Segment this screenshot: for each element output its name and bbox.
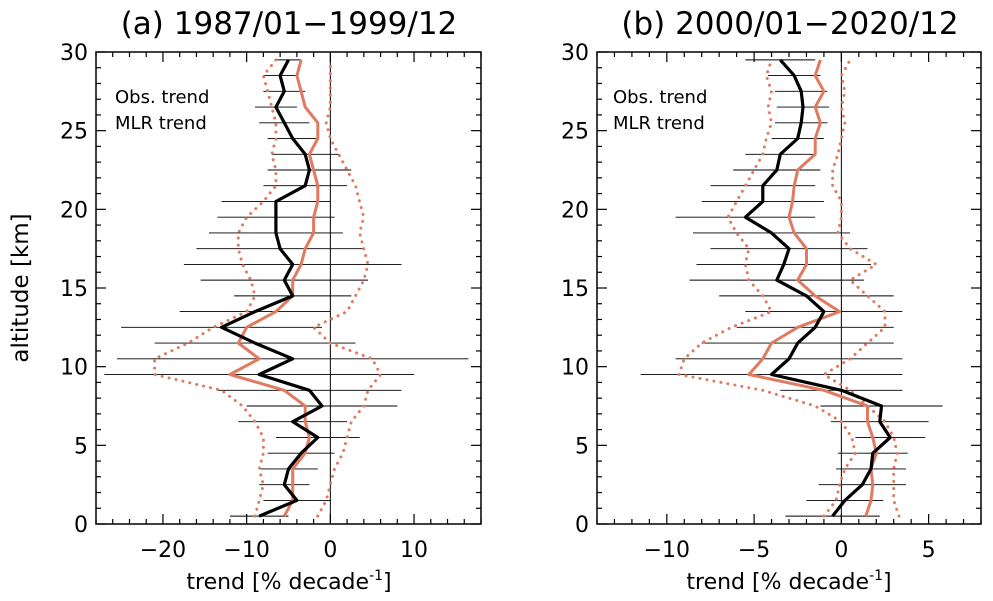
- x-axis-label-end: ]: [383, 570, 392, 595]
- y-tick-label: 0: [575, 513, 589, 538]
- x-tick-label: 0: [323, 538, 337, 563]
- x-tick-label: 0: [834, 538, 848, 563]
- x-tick-label: −10: [644, 538, 690, 563]
- y-axis-label: altitude [km]: [8, 213, 34, 362]
- x-axis-label-exponent: -1: [869, 568, 883, 584]
- panel-title: (b) 2000/01−2020/12: [621, 6, 958, 42]
- x-axis-label-exponent: -1: [369, 568, 383, 584]
- y-tick-label: 25: [60, 120, 88, 145]
- legend-mlr: MLR trend: [613, 113, 705, 134]
- mlr-lower-bound-line: [677, 58, 857, 518]
- y-tick-label: 15: [60, 277, 88, 302]
- y-tick-label: 20: [561, 198, 589, 223]
- y-tick-label: 5: [575, 434, 589, 459]
- x-axis-label-end: ]: [883, 570, 892, 595]
- obs-trend-line: [219, 59, 324, 518]
- legend-mlr: MLR trend: [115, 113, 207, 134]
- obs-trend-line: [743, 58, 892, 518]
- legend-obs: Obs. trend: [613, 87, 707, 108]
- ticks: 0 5 10 15 20 25 30 −20 −10 0 10: [60, 41, 482, 563]
- mlr-trend-line: [747, 59, 878, 517]
- y-tick-label: 30: [561, 41, 589, 66]
- y-tick-label: 25: [561, 120, 589, 145]
- y-tick-label: 10: [60, 356, 88, 381]
- panel-a: (a) 1987/01−1999/12 0 5 10 15 20 25 30 −20 −10 0 1…: [8, 6, 482, 595]
- x-axis-label-main: trend [% decade: [186, 570, 369, 595]
- plot-area: [640, 52, 943, 524]
- panel-title: (a) 1987/01−1999/12: [121, 6, 458, 42]
- x-tick-label: −20: [140, 538, 186, 563]
- y-tick-label: 15: [561, 277, 589, 302]
- y-tick-label: 10: [561, 356, 589, 381]
- mlr-lower-bound-line: [153, 58, 278, 518]
- x-axis-label: trend [% decade-1]: [186, 568, 391, 595]
- x-tick-label: 5: [922, 538, 936, 563]
- y-tick-label: 30: [60, 41, 88, 66]
- x-tick-label: −10: [223, 538, 269, 563]
- mlr-upper-bound-line: [312, 58, 383, 518]
- x-axis-label-main: trend [% decade: [686, 570, 869, 595]
- plot-area: [104, 52, 469, 524]
- y-tick-label: 0: [74, 513, 88, 538]
- y-tick-label: 20: [60, 198, 88, 223]
- ticks: 0 5 10 15 20 25 30 −10 −5 0 5: [561, 41, 982, 563]
- x-axis-label: trend [% decade-1]: [686, 568, 891, 595]
- legend-obs: Obs. trend: [115, 87, 209, 108]
- mlr-trend-line: [228, 59, 320, 517]
- mlr-upper-bound-line: [822, 58, 901, 518]
- x-tick-label: 10: [400, 538, 428, 563]
- y-tick-label: 5: [74, 434, 88, 459]
- x-tick-label: −5: [738, 538, 770, 563]
